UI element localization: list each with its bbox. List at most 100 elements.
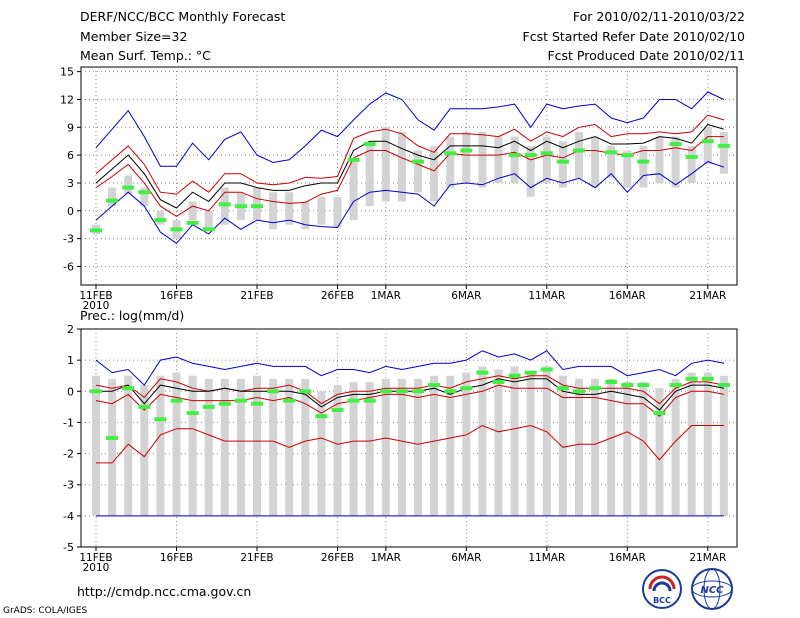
x-tick-label: 16MAR: [609, 290, 646, 302]
observed-marker: [363, 141, 376, 146]
observed-marker: [186, 411, 199, 416]
x-year-label: 2010: [83, 300, 110, 312]
observed-marker: [412, 159, 424, 164]
observed-marker: [395, 389, 408, 394]
series-lower-percentile: [95, 384, 724, 417]
spread-bar: [381, 378, 390, 516]
bcc-logo: BCC: [642, 569, 682, 609]
observed-marker: [573, 389, 585, 394]
observed-marker: [267, 389, 280, 394]
x-tick-label: 21FEB: [240, 290, 273, 302]
observed-marker: [202, 404, 215, 409]
observed-marker: [701, 139, 714, 144]
x-tick-label: 11FEB: [79, 290, 112, 302]
observed-marker: [621, 153, 634, 158]
spread-bar: [188, 375, 197, 516]
observed-marker: [138, 404, 151, 409]
observed-marker: [444, 151, 457, 156]
y-tick-label: -3: [63, 233, 74, 246]
observed-marker: [106, 436, 119, 440]
spread-bar: [542, 366, 551, 516]
observed-marker: [251, 401, 263, 406]
source-url[interactable]: http://cmdp.ncc.cma.gov.cn: [77, 584, 252, 599]
spread-bar: [124, 375, 133, 516]
observed-marker: [122, 386, 135, 391]
observed-marker: [379, 389, 392, 394]
observed-marker: [508, 153, 521, 158]
y-tick-label: 3: [67, 177, 74, 190]
panel2-title: Prec.: log(mm/d): [80, 308, 185, 323]
observed-marker: [717, 143, 730, 148]
title-line-3: Mean Surf. Temp.: °C: [80, 48, 211, 63]
spread-bar: [623, 381, 632, 516]
spread-bar: [317, 391, 326, 516]
series-upper-percentile: [95, 375, 724, 405]
x-tick-label: 1MAR: [371, 552, 401, 564]
spread-bar: [269, 192, 278, 230]
x-year-label: 2010: [83, 562, 110, 574]
bcc-logo-text: BCC: [653, 596, 671, 605]
observed-marker: [106, 198, 119, 203]
title-line-1: DERF/NCC/BCC Monthly Forecast: [80, 9, 286, 24]
spread-bar: [671, 136, 680, 188]
x-tick-label: 26FEB: [321, 290, 354, 302]
observed-marker: [234, 204, 247, 209]
observed-marker: [492, 379, 505, 384]
spread-bar: [607, 145, 616, 179]
observed-marker: [508, 373, 521, 378]
observed-marker: [685, 154, 698, 159]
spread-bar: [510, 136, 519, 183]
observed-marker: [234, 398, 247, 403]
series-lower-percentile: [95, 136, 724, 217]
x-tick-label: 16FEB: [160, 290, 193, 302]
x-tick-label: 1MAR: [371, 290, 401, 302]
x-tick-label: 16MAR: [609, 552, 646, 564]
spread-bar: [365, 145, 374, 207]
spread-bar: [494, 136, 503, 183]
spread-bar: [381, 127, 390, 202]
spread-bar: [140, 385, 149, 516]
observed-marker: [347, 398, 360, 403]
observed-marker: [218, 401, 231, 406]
observed-marker: [283, 398, 296, 403]
observed-marker: [460, 148, 473, 153]
spread-bar: [397, 378, 406, 516]
observed-marker: [90, 389, 102, 394]
observed-marker: [669, 141, 682, 146]
spread-bar: [92, 375, 100, 516]
spread-bar: [204, 210, 213, 230]
y-tick-label: -4: [63, 510, 74, 523]
y-tick-label: 0: [67, 205, 74, 218]
spread-bar: [156, 210, 165, 225]
spread-bar: [236, 378, 245, 516]
series-median: [96, 378, 724, 411]
y-tick-label: 6: [67, 149, 74, 162]
observed-marker: [621, 383, 634, 388]
observed-marker: [669, 383, 682, 388]
observed-marker: [556, 386, 569, 391]
x-tick-label: 26FEB: [321, 552, 354, 564]
start-date: Fcst Started Refer Date 2010/02/10: [522, 29, 746, 44]
y-tick-label: -5: [63, 541, 74, 554]
spread-bar: [253, 375, 261, 516]
spread-bar: [671, 378, 680, 516]
x-tick-label: 16FEB: [160, 552, 193, 564]
spread-bar: [172, 372, 181, 516]
observed-marker: [476, 370, 489, 375]
spread-bar: [349, 159, 358, 221]
observed-marker: [701, 376, 714, 381]
grads-credit: GrADS: COLA/IGES: [3, 606, 88, 616]
series-upper-percentile: [95, 114, 725, 195]
observed-marker: [90, 228, 102, 233]
spread-bar: [639, 381, 648, 516]
observed-marker: [540, 151, 553, 156]
produced-date: Fcst Produced Date 2010/02/11: [547, 48, 745, 63]
spread-bar: [526, 372, 535, 516]
spread-bar: [430, 145, 439, 202]
observed-marker: [347, 157, 360, 162]
spread-bar: [430, 375, 439, 516]
spread-bar: [301, 201, 310, 230]
x-tick-label: 11MAR: [528, 552, 565, 564]
spread-bar: [220, 378, 229, 516]
